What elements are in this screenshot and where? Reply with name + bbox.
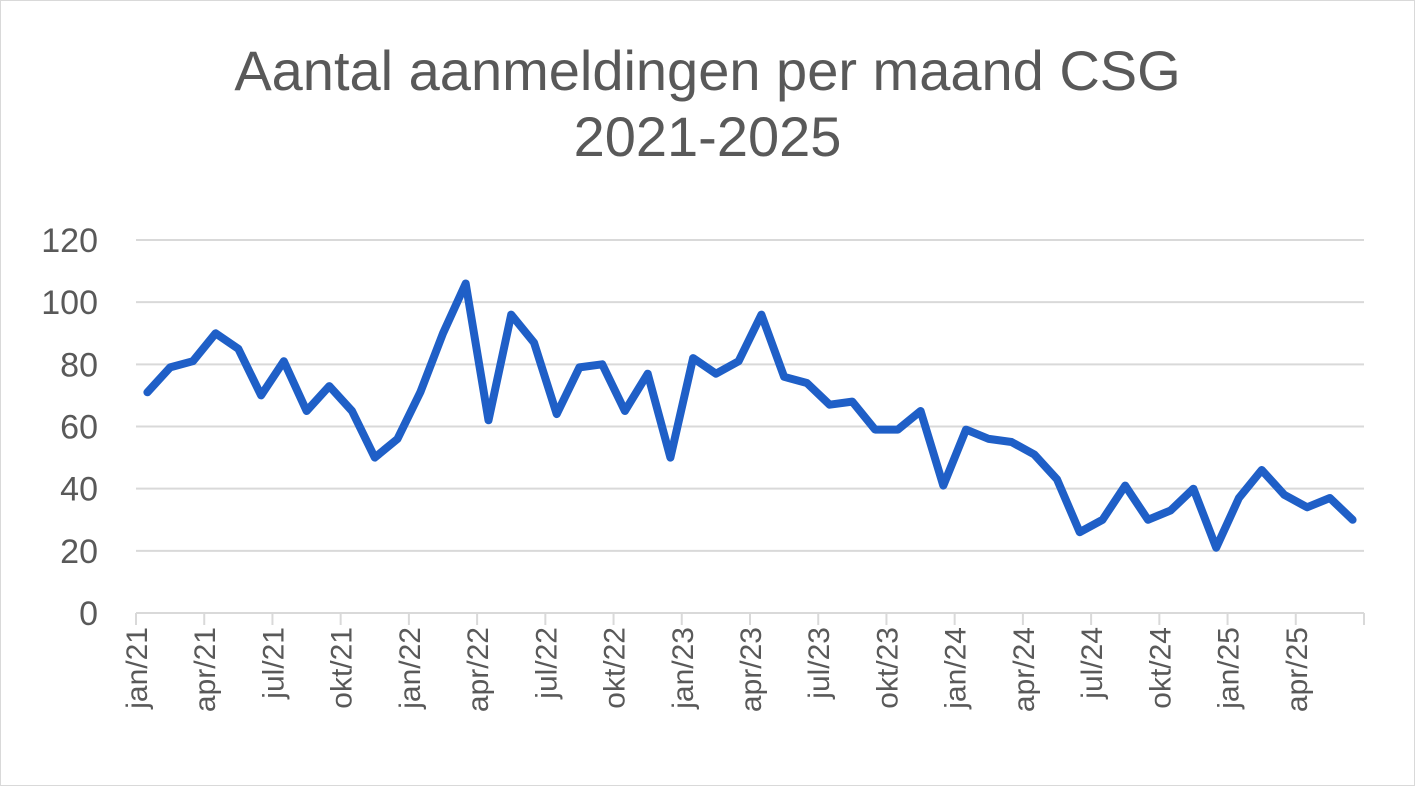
x-tick-label-okt-21: okt/21 — [326, 627, 359, 709]
y-tick-label-20: 20 — [60, 533, 98, 571]
x-tick-label-jul-23: jul/23 — [803, 627, 836, 700]
x-tick-label-jul-22: jul/22 — [530, 627, 563, 700]
x-tick-label-okt-24: okt/24 — [1144, 627, 1177, 709]
x-tick-label-apr-24: apr/24 — [1008, 627, 1041, 712]
x-tick-label-okt-23: okt/23 — [871, 627, 904, 709]
x-tick-label-jul-24: jul/24 — [1076, 627, 1109, 700]
y-tick-label-60: 60 — [60, 409, 98, 447]
x-tick-label-jan-25: jan/25 — [1213, 627, 1246, 710]
series-line-0 — [143, 279, 1357, 552]
x-tick-label-okt-22: okt/22 — [599, 627, 632, 709]
y-tick-label-0: 0 — [79, 595, 98, 633]
x-tick-label-jan-22: jan/22 — [394, 627, 427, 710]
x-tick-label-jan-21: jan/21 — [121, 627, 154, 710]
chart-title-line-1: Aantal aanmeldingen per maand CSG — [234, 39, 1181, 102]
gridlines — [136, 239, 1364, 552]
y-tick-label-100: 100 — [41, 284, 98, 322]
chart-title-line-2: 2021-2025 — [573, 105, 842, 168]
y-tick-label-40: 40 — [60, 471, 98, 509]
x-axis-tick-labels: jan/21 apr/21 jul/21 okt/21 jan/22 apr/22 jul/… — [121, 627, 1314, 712]
series-group — [143, 279, 1357, 552]
y-tick-label-80: 80 — [60, 346, 98, 384]
x-tick-label-jan-23: jan/23 — [667, 627, 700, 710]
x-tick-label-apr-22: apr/22 — [462, 627, 495, 712]
x-axis — [135, 612, 1365, 625]
x-tick-label-jul-21: jul/21 — [257, 627, 290, 700]
x-tick-label-apr-21: apr/21 — [189, 627, 222, 712]
x-tick-label-apr-25: apr/25 — [1281, 627, 1314, 712]
x-tick-label-jan-24: jan/24 — [940, 627, 973, 710]
x-tick-label-apr-23: apr/23 — [735, 627, 768, 712]
y-tick-label-120: 120 — [41, 222, 98, 260]
y-axis-tick-labels: 0 20 40 60 80 100 120 — [41, 222, 98, 633]
chart-title: Aantal aanmeldingen per maand CSG 2021-2… — [0, 38, 1415, 170]
